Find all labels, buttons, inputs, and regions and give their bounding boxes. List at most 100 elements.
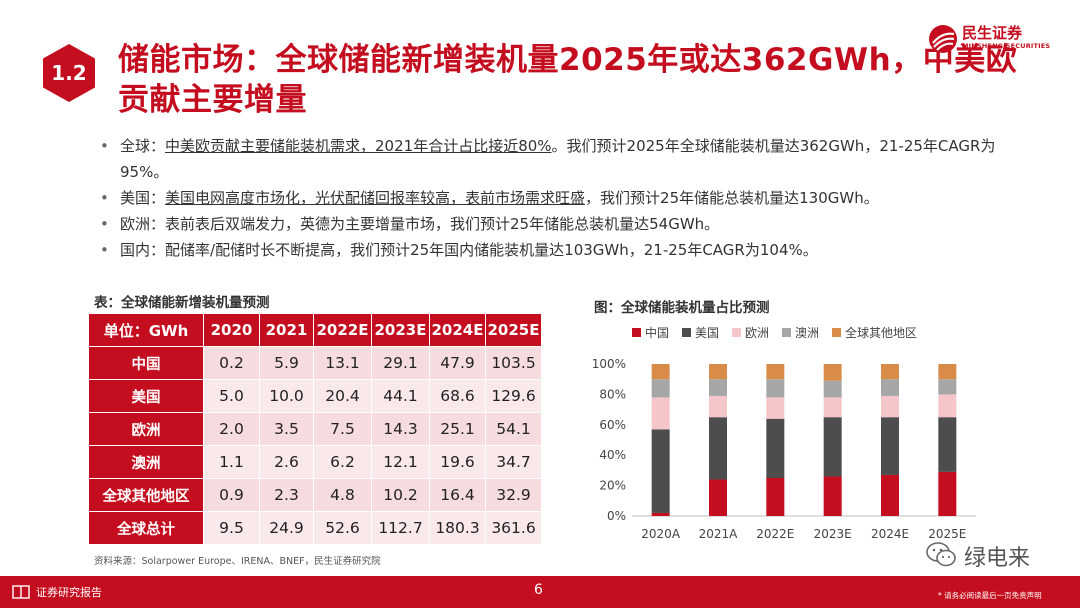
stacked-bar-chart: 中国 美国 欧洲 澳洲 全球其他地区 0% 20% 40% 60% 80% 100% 2020A 202…	[592, 325, 976, 541]
legend-swatch	[632, 328, 641, 337]
page-title: 储能市场：全球储能新增装机量2025年或达362GWh，中美欧贡献主要增量	[118, 42, 1018, 118]
bar-segment	[823, 380, 842, 398]
bar-segment	[709, 395, 727, 418]
x-tick-label: 2021A	[699, 527, 739, 541]
bar-segment	[823, 364, 842, 381]
table-cell: 5.9	[259, 346, 314, 380]
row-label: 澳洲	[88, 445, 204, 479]
table-row: 全球其他地区 0.9 2.3 4.8 10.2 16.4 32.9	[88, 478, 542, 512]
bar-segment	[881, 395, 899, 418]
table-cell: 16.4	[429, 478, 486, 512]
table-caption: 表：全球储能新增装机量预测	[94, 295, 270, 311]
bullet-text: 。我们预计2025年全球储能装机量达362GWh，21-25年CAGR为95%。	[120, 137, 996, 181]
wechat-icon	[926, 542, 956, 567]
column-header: 2024E	[429, 313, 486, 347]
y-tick-label: 100%	[592, 357, 626, 371]
column-header: 2021	[259, 313, 314, 347]
table-cell: 68.6	[429, 379, 486, 413]
column-header: 2020	[203, 313, 260, 347]
x-tick-label: 2023E	[814, 527, 852, 541]
forecast-table: 单位：GWh 2020 2021 2022E 2023E 2024E 2025E…	[88, 313, 542, 545]
table-cell: 2.6	[259, 445, 314, 479]
bar-segment	[938, 394, 957, 418]
legend-label: 中国	[645, 325, 669, 340]
chart-title: 图：全球储能装机量占比预测	[594, 300, 770, 316]
row-label: 全球其他地区	[88, 478, 204, 512]
bullet-highlight: 中美欧贡献主要储能装机需求，2021年合计占比接近80%	[165, 137, 552, 155]
table-cell: 2.3	[259, 478, 314, 512]
table-cell: 180.3	[429, 511, 486, 545]
bullet-lead: 全球：	[120, 137, 166, 155]
table-cell: 103.5	[485, 346, 542, 380]
legend-label: 欧洲	[745, 326, 769, 340]
section-badge: 1.2	[38, 42, 100, 104]
bar-segment	[766, 364, 785, 380]
bullet-lead: 国内：	[120, 241, 166, 259]
logo-english: MINSHENG SECURITIES	[962, 42, 1051, 50]
watermark-text: 绿电来	[964, 546, 1031, 571]
legend-swatch	[832, 328, 841, 337]
table-cell: 5.0	[203, 379, 260, 413]
table-cell: 0.9	[203, 478, 260, 512]
row-label: 美国	[88, 379, 204, 413]
table-cell: 14.3	[371, 412, 430, 446]
bar-segment	[766, 397, 785, 419]
column-header: 2023E	[371, 313, 430, 347]
table-cell: 10.0	[259, 379, 314, 413]
bar-segment	[651, 364, 670, 380]
table-cell: 9.5	[203, 511, 260, 545]
logo-chinese: 民生证券	[962, 24, 1023, 42]
column-header: 单位：GWh	[88, 313, 204, 347]
table-header-row: 单位：GWh 2020 2021 2022E 2023E 2024E 2025E	[88, 313, 542, 347]
table-cell: 13.1	[313, 346, 372, 380]
table-cell: 32.9	[485, 478, 542, 512]
table-cell: 361.6	[485, 511, 542, 545]
table-cell: 129.6	[485, 379, 542, 413]
table-cell: 1.1	[203, 445, 260, 479]
table-cell: 52.6	[313, 511, 372, 545]
bullet-list: • 全球：中美欧贡献主要储能装机需求，2021年合计占比接近80%。我们预计20…	[98, 133, 1028, 263]
table-cell: 12.1	[371, 445, 430, 479]
table-cell: 54.1	[485, 412, 542, 446]
legend-swatch	[682, 328, 691, 337]
bullet-text: 配储率/配储时长不断提高，我们预计25年国内储能装机量达103GWh，21-25…	[165, 241, 818, 259]
table-cell: 44.1	[371, 379, 430, 413]
watermark: 绿电来	[924, 540, 1074, 574]
bar-segment	[938, 417, 957, 472]
table-cell: 34.7	[485, 445, 542, 479]
bullet-domestic: • 国内：配储率/配储时长不断提高，我们预计25年国内储能装机量达103GWh，…	[100, 241, 818, 259]
bar-segment	[766, 379, 785, 398]
table-row: 澳洲 1.1 2.6 6.2 12.1 19.6 34.7	[88, 445, 542, 479]
y-tick-label: 20%	[599, 479, 626, 493]
row-label: 全球总计	[88, 511, 204, 545]
bar-segment	[709, 417, 727, 480]
table-cell: 47.9	[429, 346, 486, 380]
table-cell: 4.8	[313, 478, 372, 512]
y-tick-label: 60%	[599, 418, 626, 432]
brand-mark-icon	[929, 25, 957, 53]
table-row-total: 全球总计 9.5 24.9 52.6 112.7 180.3 361.6	[88, 511, 542, 545]
legend-label: 美国	[695, 326, 719, 340]
row-label: 中国	[88, 346, 204, 380]
legend-swatch	[732, 328, 741, 337]
y-tick-label: 0%	[607, 509, 626, 523]
table-cell: 20.4	[313, 379, 372, 413]
bar-segment	[938, 471, 957, 516]
bar-segment	[881, 417, 899, 475]
y-tick-label: 40%	[599, 448, 626, 462]
bullet-text: ，我们预计25年储能总装机量达130GWh。	[585, 189, 879, 207]
bar-segment	[709, 479, 727, 516]
source-note: 资料来源：Solarpower Europe、IRENA、BNEF，民生证券研究…	[94, 556, 381, 567]
bar-segment	[709, 364, 727, 380]
legend-label: 全球其他地区	[845, 325, 917, 340]
bar-segment	[651, 512, 670, 516]
bullet-global: • 全球：中美欧贡献主要储能装机需求，2021年合计占比接近80%。我们预计20…	[100, 137, 996, 181]
bar-segment	[651, 429, 670, 513]
column-header: 2022E	[313, 313, 372, 347]
bar-segment	[823, 397, 842, 418]
footer-bar	[0, 576, 1080, 608]
x-tick-label: 2024E	[871, 527, 909, 541]
table-cell: 19.6	[429, 445, 486, 479]
table-row: 欧洲 2.0 3.5 7.5 14.3 25.1 54.1	[88, 412, 542, 446]
bar-segment	[823, 476, 842, 516]
